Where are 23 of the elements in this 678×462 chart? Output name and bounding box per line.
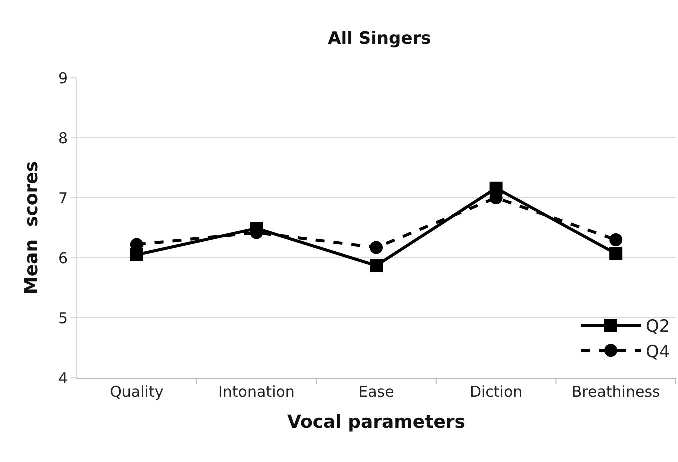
y-axis-title: Mean scores	[22, 161, 43, 295]
y-tick-label: 4	[58, 369, 68, 388]
x-axis-title: Vocal parameters	[288, 412, 466, 434]
point	[490, 182, 503, 195]
point	[370, 259, 383, 272]
point	[250, 222, 264, 236]
point	[130, 248, 144, 262]
point	[610, 247, 623, 260]
point	[370, 241, 383, 254]
legend-label: Q4	[646, 342, 670, 362]
x-tick-label: Breathiness	[572, 383, 661, 401]
y-tick-label: 8	[58, 129, 68, 148]
legend-label: Q2	[646, 317, 670, 338]
x-tick-label: Diction	[470, 383, 523, 401]
y-tick-label: 6	[58, 249, 68, 268]
x-tick-label: Ease	[358, 383, 394, 401]
y-tick-label: 9	[58, 69, 68, 88]
point	[610, 234, 623, 246]
x-tick-label: Intonation	[218, 383, 295, 401]
y-tick-label: 7	[58, 189, 68, 208]
x-tick-label: Quality	[110, 383, 164, 401]
y-tick-label: 5	[58, 309, 68, 328]
chart-title: All Singers	[328, 29, 432, 50]
